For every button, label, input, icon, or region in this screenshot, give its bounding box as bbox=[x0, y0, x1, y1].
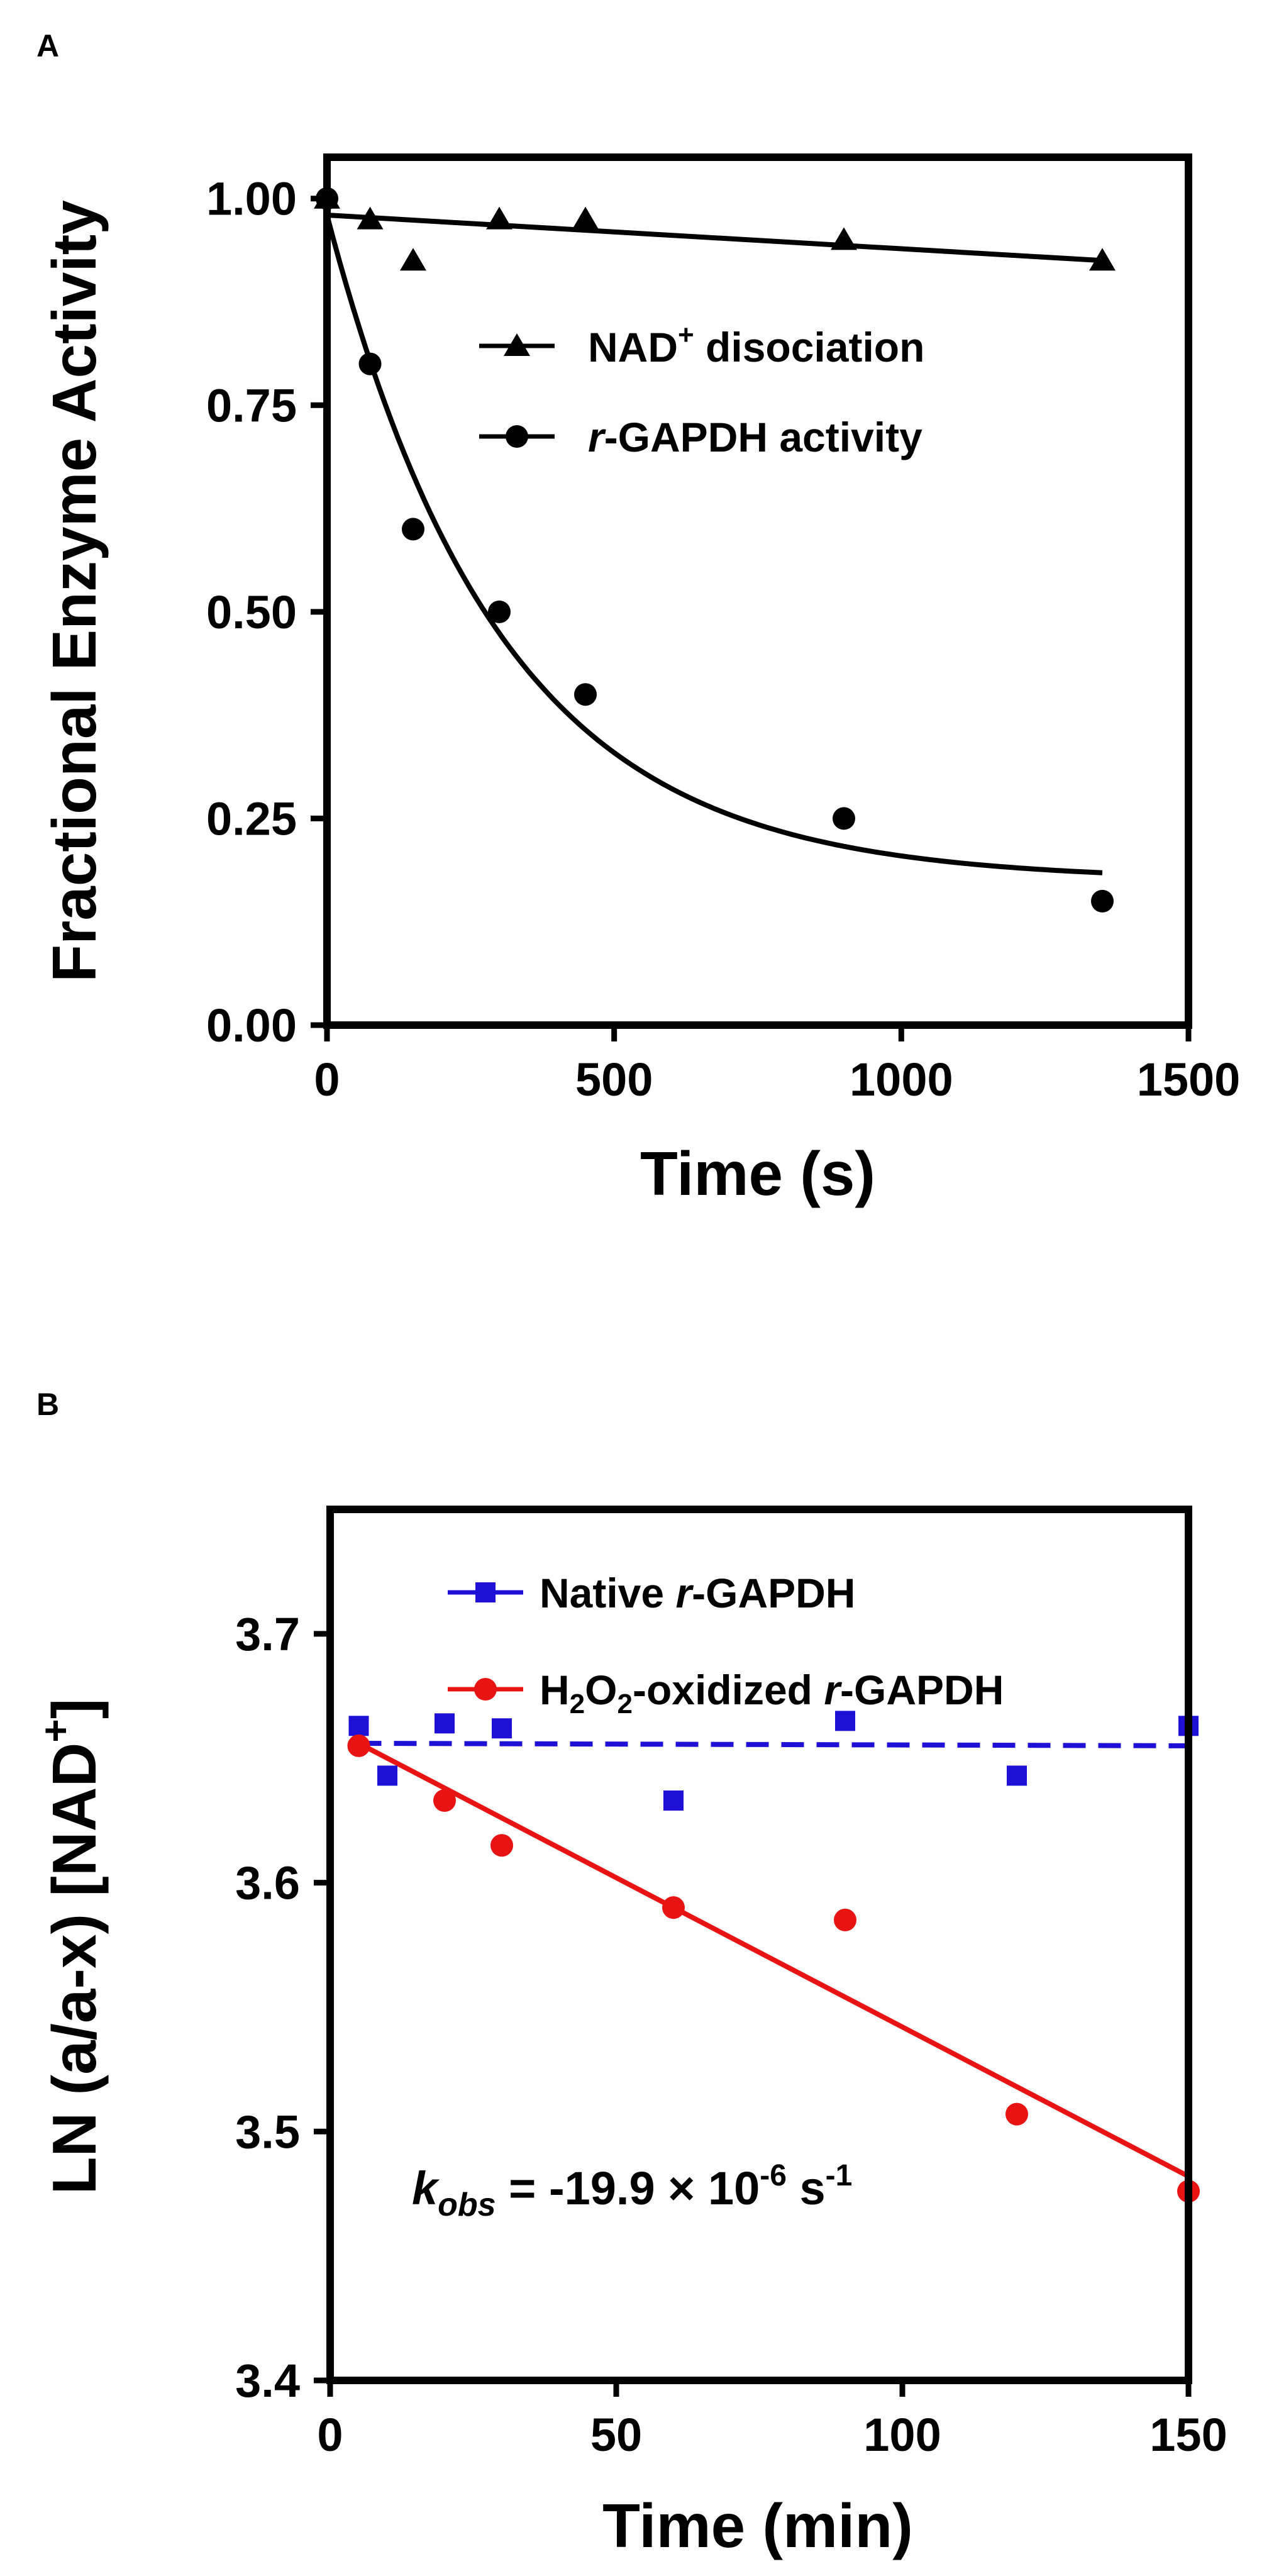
data-point bbox=[834, 1908, 856, 1931]
data-point bbox=[492, 1718, 512, 1739]
y-tick-label: 0.75 bbox=[206, 379, 297, 431]
data-point bbox=[435, 1713, 455, 1734]
legend-item-nad-dissociation: NAD+ disociation bbox=[479, 319, 924, 370]
legend-marker-square bbox=[475, 1582, 496, 1602]
legend-label-h2o2-oxidized-r-gapdh: H2O2-oxidized r-GAPDH bbox=[540, 1667, 1004, 1719]
panel-b-x-axis-label: Time (min) bbox=[602, 2491, 913, 2560]
legend-label-r-gapdh-activity: r-GAPDH activity bbox=[588, 414, 922, 460]
panel-b-fit-lines bbox=[357, 1740, 1190, 2179]
data-point bbox=[357, 206, 384, 230]
panel-b-y-axis-label: LN (a/a-x) [NAD+] bbox=[33, 1699, 109, 2195]
panel-b-label: B bbox=[36, 1387, 59, 1422]
x-tick-label: 500 bbox=[575, 1053, 653, 1106]
data-point bbox=[833, 807, 855, 830]
data-point bbox=[1005, 2102, 1028, 2126]
x-tick-label: 0 bbox=[314, 1053, 340, 1106]
data-point bbox=[662, 1896, 685, 1919]
legend-marker-triangle bbox=[504, 333, 530, 356]
y-tick-label: 1.00 bbox=[206, 173, 297, 225]
x-tick-label: 50 bbox=[590, 2409, 642, 2461]
data-point bbox=[433, 1789, 456, 1812]
data-point bbox=[358, 352, 382, 375]
data-point bbox=[663, 1790, 684, 1811]
y-tick-label: 0.50 bbox=[206, 586, 297, 638]
panel-b-y-axis: 3.4 3.5 3.6 3.7 bbox=[235, 1608, 330, 2407]
data-point bbox=[1091, 889, 1114, 913]
fit-line bbox=[358, 1740, 1189, 1748]
panel-b-legend: Native r-GAPDH H2O2-oxidized r-GAPDH bbox=[448, 1570, 1004, 1719]
y-tick-label: 3.4 bbox=[235, 2355, 300, 2407]
x-tick-label: 150 bbox=[1149, 2409, 1227, 2461]
legend-label-nad-dissociation: NAD+ disociation bbox=[588, 319, 924, 370]
y-tick-label: 3.5 bbox=[235, 2106, 300, 2158]
y-tick-label: 3.6 bbox=[235, 1857, 300, 1909]
data-point bbox=[831, 227, 857, 250]
fit-curve bbox=[324, 214, 1103, 875]
legend-item-r-gapdh-activity: r-GAPDH activity bbox=[479, 414, 922, 460]
data-point bbox=[400, 248, 426, 271]
data-point bbox=[488, 600, 511, 623]
panel-a-x-axis: 0 500 1000 1500 bbox=[314, 1025, 1240, 1106]
data-point bbox=[402, 518, 424, 541]
fit-line bbox=[326, 213, 1103, 264]
data-point bbox=[1007, 1765, 1027, 1786]
fit-line bbox=[357, 1741, 1190, 2179]
data-point bbox=[574, 683, 597, 706]
legend-label-native-r-gapdh: Native r-GAPDH bbox=[540, 1570, 855, 1616]
panel-a-x-axis-label: Time (s) bbox=[640, 1139, 875, 1208]
panel-a-plot-frame bbox=[323, 153, 1192, 1029]
y-tick-label: 0.00 bbox=[206, 999, 297, 1052]
data-point bbox=[1089, 248, 1116, 271]
legend-marker-circle bbox=[506, 425, 528, 448]
legend-item-native-r-gapdh: Native r-GAPDH bbox=[448, 1570, 855, 1616]
panel-a-label: A bbox=[36, 28, 59, 64]
y-tick-label: 0.25 bbox=[206, 792, 297, 845]
panel-b-data-points bbox=[347, 1711, 1200, 2203]
data-point bbox=[835, 1711, 855, 1731]
panel-a-y-axis-label: Fractional Enzyme Activity bbox=[40, 200, 109, 982]
x-tick-label: 100 bbox=[863, 2409, 941, 2461]
x-tick-label: 0 bbox=[317, 2409, 343, 2461]
data-point bbox=[377, 1765, 397, 1786]
data-point bbox=[348, 1716, 369, 1736]
x-tick-label: 1000 bbox=[850, 1053, 953, 1106]
data-point bbox=[490, 1834, 513, 1857]
panel-b-x-axis: 0 50 100 150 bbox=[317, 2380, 1227, 2461]
data-point bbox=[347, 1734, 370, 1757]
kobs-annotation: kobs = -19.9 × 10-6 s-1 bbox=[412, 2159, 852, 2223]
panel-a-data-points bbox=[314, 186, 1116, 913]
x-tick-label: 1500 bbox=[1137, 1053, 1241, 1106]
panel-a-y-axis: 0.00 0.25 0.50 0.75 1.00 bbox=[206, 173, 327, 1052]
panel-a-fit-lines bbox=[324, 213, 1103, 875]
legend-marker-circle bbox=[474, 1678, 497, 1701]
panel-a-legend: NAD+ disociation r-GAPDH activity bbox=[479, 319, 924, 460]
panel-a: A 0 500 1000 1500 0.00 0.25 0.50 0.75 1.00 Time… bbox=[36, 28, 1240, 1208]
panel-b-plot-frame bbox=[326, 1506, 1192, 2384]
data-point bbox=[572, 206, 599, 230]
legend-item-h2o2-oxidized-r-gapdh: H2O2-oxidized r-GAPDH bbox=[448, 1667, 1004, 1719]
y-tick-label: 3.7 bbox=[235, 1608, 300, 1660]
panel-b: B 0 50 100 150 3.4 3.5 3.6 3.7 Time (min) LN (… bbox=[33, 1387, 1227, 2560]
data-point bbox=[486, 206, 512, 230]
